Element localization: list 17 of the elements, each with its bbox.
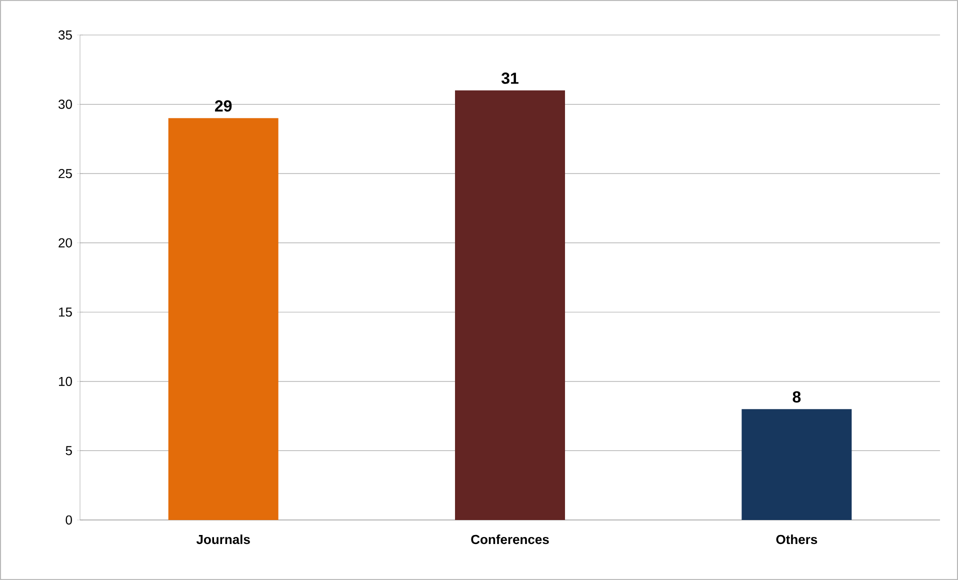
data-label: 29 (215, 100, 232, 112)
bar (455, 90, 566, 520)
y-tick-label: 15 (59, 308, 72, 317)
y-tick-label: 30 (58, 100, 72, 109)
y-tick-label: 20 (58, 238, 72, 248)
bar (742, 409, 852, 520)
y-tick-label: 10 (59, 376, 72, 386)
x-tick-label: Conferences (471, 534, 549, 544)
bar (168, 118, 278, 520)
x-tick-label: Journals (196, 534, 250, 544)
y-tick-label: 35 (58, 30, 72, 40)
data-label: 31 (501, 72, 518, 84)
x-tick-label: Others (776, 534, 818, 544)
y-tick-label: 25 (58, 168, 72, 178)
y-tick-label: 0 (66, 515, 72, 525)
y-tick-label: 5 (66, 446, 72, 456)
data-label: 8 (792, 391, 801, 403)
